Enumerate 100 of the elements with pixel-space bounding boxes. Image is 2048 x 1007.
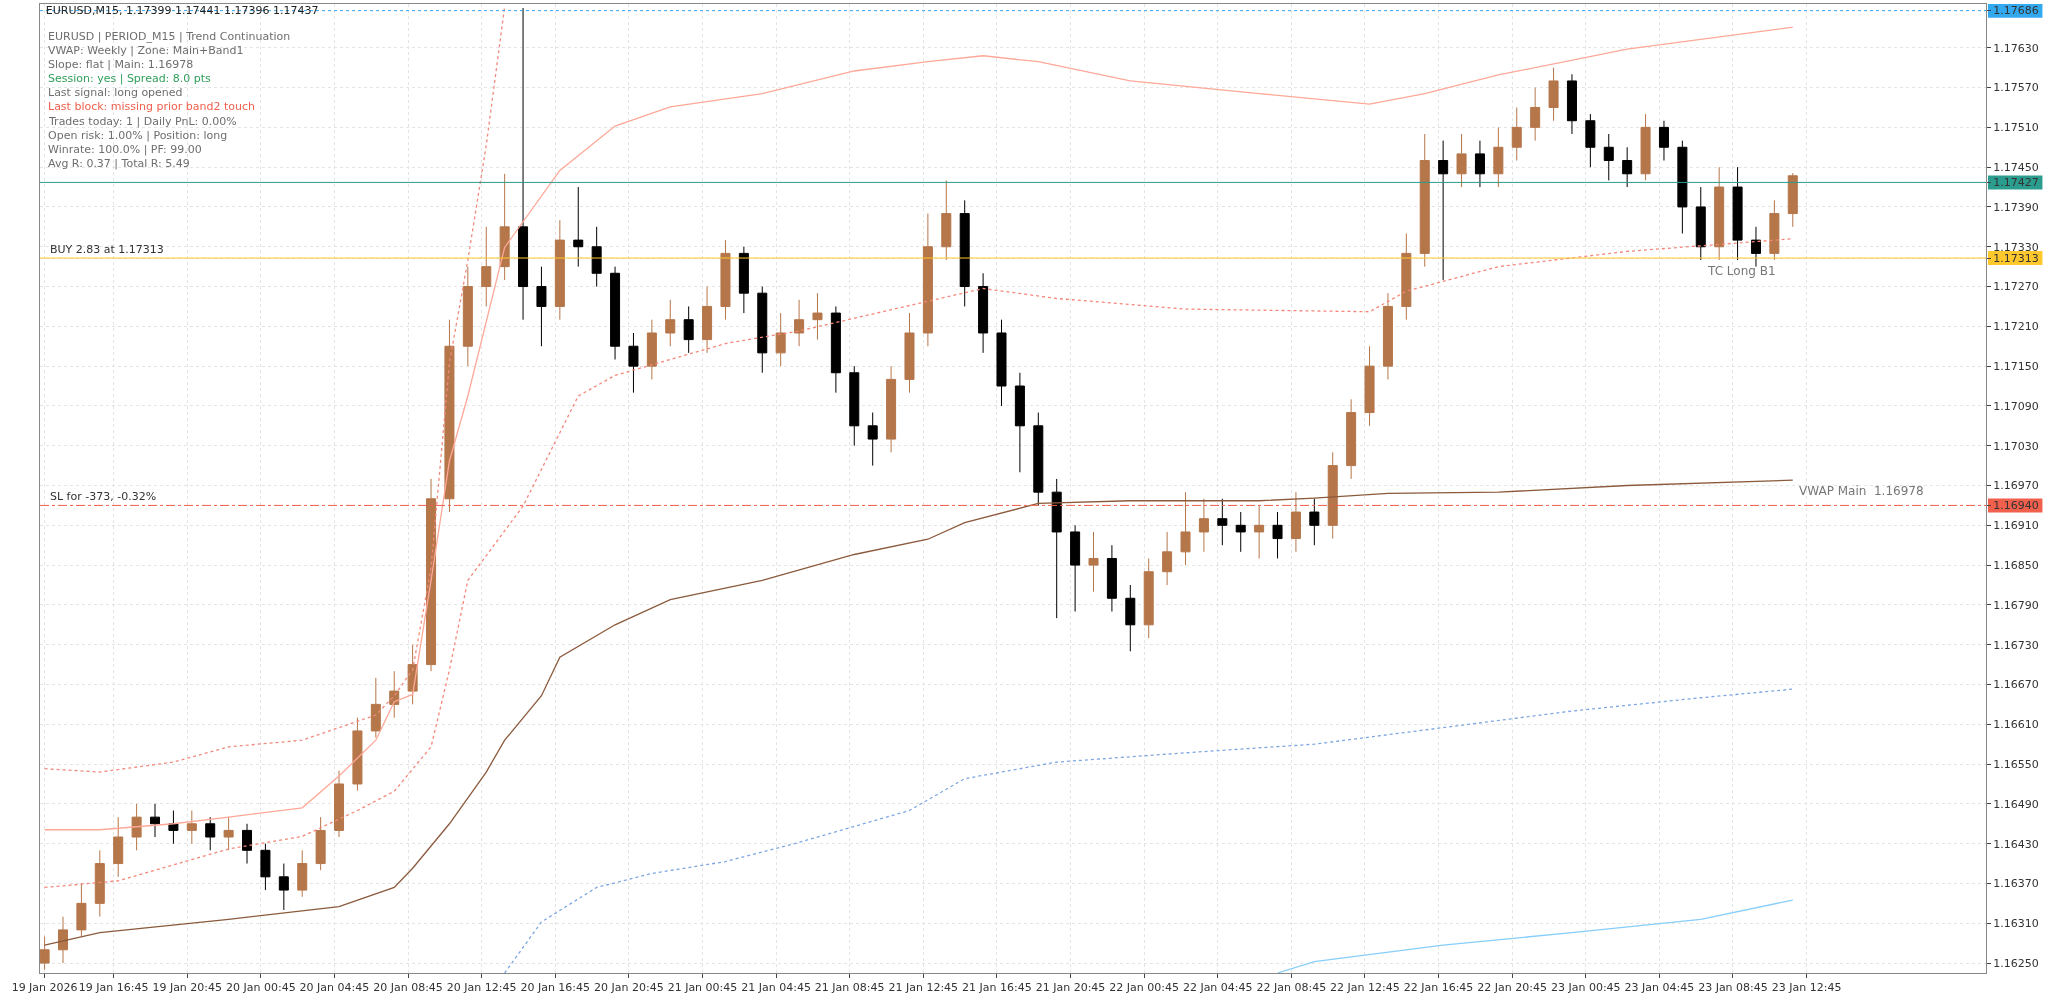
candlestick [1346,398,1357,480]
candlestick [1309,498,1320,546]
y-tick-label: 1.17510 [1993,121,2039,135]
candlestick [1640,113,1651,181]
x-tick-label: 23 Jan 00:45 [1550,981,1621,995]
candlestick [738,246,749,314]
candlestick [1014,372,1025,473]
x-tick-label: 21 Jan 08:45 [814,981,885,995]
candlestick [113,816,124,878]
line-series [1276,899,1794,973]
candlestick [849,365,860,447]
candlestick [1769,199,1780,261]
x-tick-label: 21 Jan 20:45 [1035,981,1106,995]
x-tick-label: 21 Jan 12:45 [888,981,959,995]
y-tick-label: 1.17630 [1993,41,2039,55]
candlestick [40,936,50,971]
candlestick [352,717,363,792]
candlestick [978,272,989,354]
y-tick-label: 1.16250 [1993,956,2039,970]
x-tick-label: 22 Jan 00:45 [1109,981,1179,995]
candlestick [278,863,289,911]
x-tick-label: 22 Jan 08:45 [1256,981,1327,995]
candlestick [922,213,933,347]
candlestick [1511,106,1522,162]
candlestick [646,319,657,380]
y-tick-label: 1.16550 [1993,757,2039,771]
candlestick [591,226,602,288]
candlestick [1088,531,1099,593]
candlestick [1143,557,1154,639]
candlestick [57,916,69,964]
annotation: EURUSD | PERIOD_M15 | Trend Continuation [48,30,291,43]
line-series [504,688,1794,973]
x-tick-label: 21 Jan 00:45 [667,981,738,995]
candlestick [554,219,565,321]
candlestick [775,312,786,367]
candlestick [1493,126,1504,188]
x-tick-label: 20 Jan 00:45 [225,981,296,995]
x-tick-label: 21 Jan 16:45 [962,981,1032,995]
candlestick [830,305,841,394]
annotation: Trades today: 1 | Daily PnL: 0.00% [48,115,237,128]
candlestick [904,312,915,394]
y-tick-label: 1.16940 [1993,499,2039,513]
y-tick-label: 1.17390 [1993,200,2039,214]
x-tick-label: 23 Jan 12:45 [1771,981,1842,995]
candlestick [1438,140,1449,281]
candlestick [1106,544,1117,613]
x-tick-label: 20 Jan 08:45 [373,981,443,995]
candlestick [297,849,308,898]
candlestick [370,677,381,739]
candlestick [867,412,878,467]
candlestick [76,882,87,938]
candlestick [481,226,492,307]
annotation: Avg R: 0.37 | Total R: 5.49 [48,157,190,170]
candlestick [1033,412,1044,506]
y-tick-label: 1.17450 [1993,161,2039,175]
candlestick [1254,504,1265,559]
candlestick [462,266,473,367]
candlestick [812,292,823,341]
y-tick-label: 1.17210 [1993,320,2039,334]
chart-title: EURUSD,M15, 1.17399 1.17441 1.17396 1.17437 [45,3,319,17]
candlestick [1787,172,1798,228]
y-tick-label: 1.17427 [1993,176,2039,190]
x-tick-label: 20 Jan 20:45 [594,981,664,995]
candlestick [1750,226,1761,268]
candlestick [1272,511,1283,559]
candlestick [426,478,437,672]
annotation: Last block: missing prior band2 touch [48,100,256,113]
x-tick-label: 22 Jan 04:45 [1182,981,1253,995]
candlestick [444,319,455,513]
y-tick-label: 1.16430 [1993,837,2039,851]
y-tick-label: 1.16490 [1993,797,2039,811]
candlestick [260,843,271,891]
candlestick [131,803,142,851]
x-tick-label: 22 Jan 16:45 [1403,981,1474,995]
y-tick-label: 1.16730 [1993,638,2039,652]
x-tick-label: 19 Jan 20:45 [152,981,223,995]
candlestick [1198,498,1209,553]
annotation: Last signal: long opened [48,86,183,99]
x-tick-label: 22 Jan 12:45 [1330,981,1400,995]
candlestick [1530,87,1541,142]
candlestick [886,365,897,453]
candlestick [205,816,216,851]
candlestick [242,823,253,865]
line-series [43,238,1794,889]
y-tick-label: 1.17313 [1993,251,2039,265]
candlestick [573,186,584,268]
candlestick [1162,531,1173,586]
candlestick [1585,113,1596,168]
candlestick [665,299,676,347]
annotation: Session: yes | Spread: 8.0 pts [48,72,212,85]
annotation: VWAP Main 1.16978 [1799,484,1924,498]
candlestick [1474,140,1485,188]
annotation: Slope: flat | Main: 1.16978 [48,58,194,71]
candlestick [1290,491,1301,553]
y-tick-label: 1.16610 [1993,718,2039,732]
candlestick [536,266,547,347]
candlestick [1732,166,1743,261]
x-tick-label: 20 Jan 16:45 [520,981,591,995]
y-tick-label: 1.16790 [1993,598,2039,612]
candlestick [683,305,694,354]
